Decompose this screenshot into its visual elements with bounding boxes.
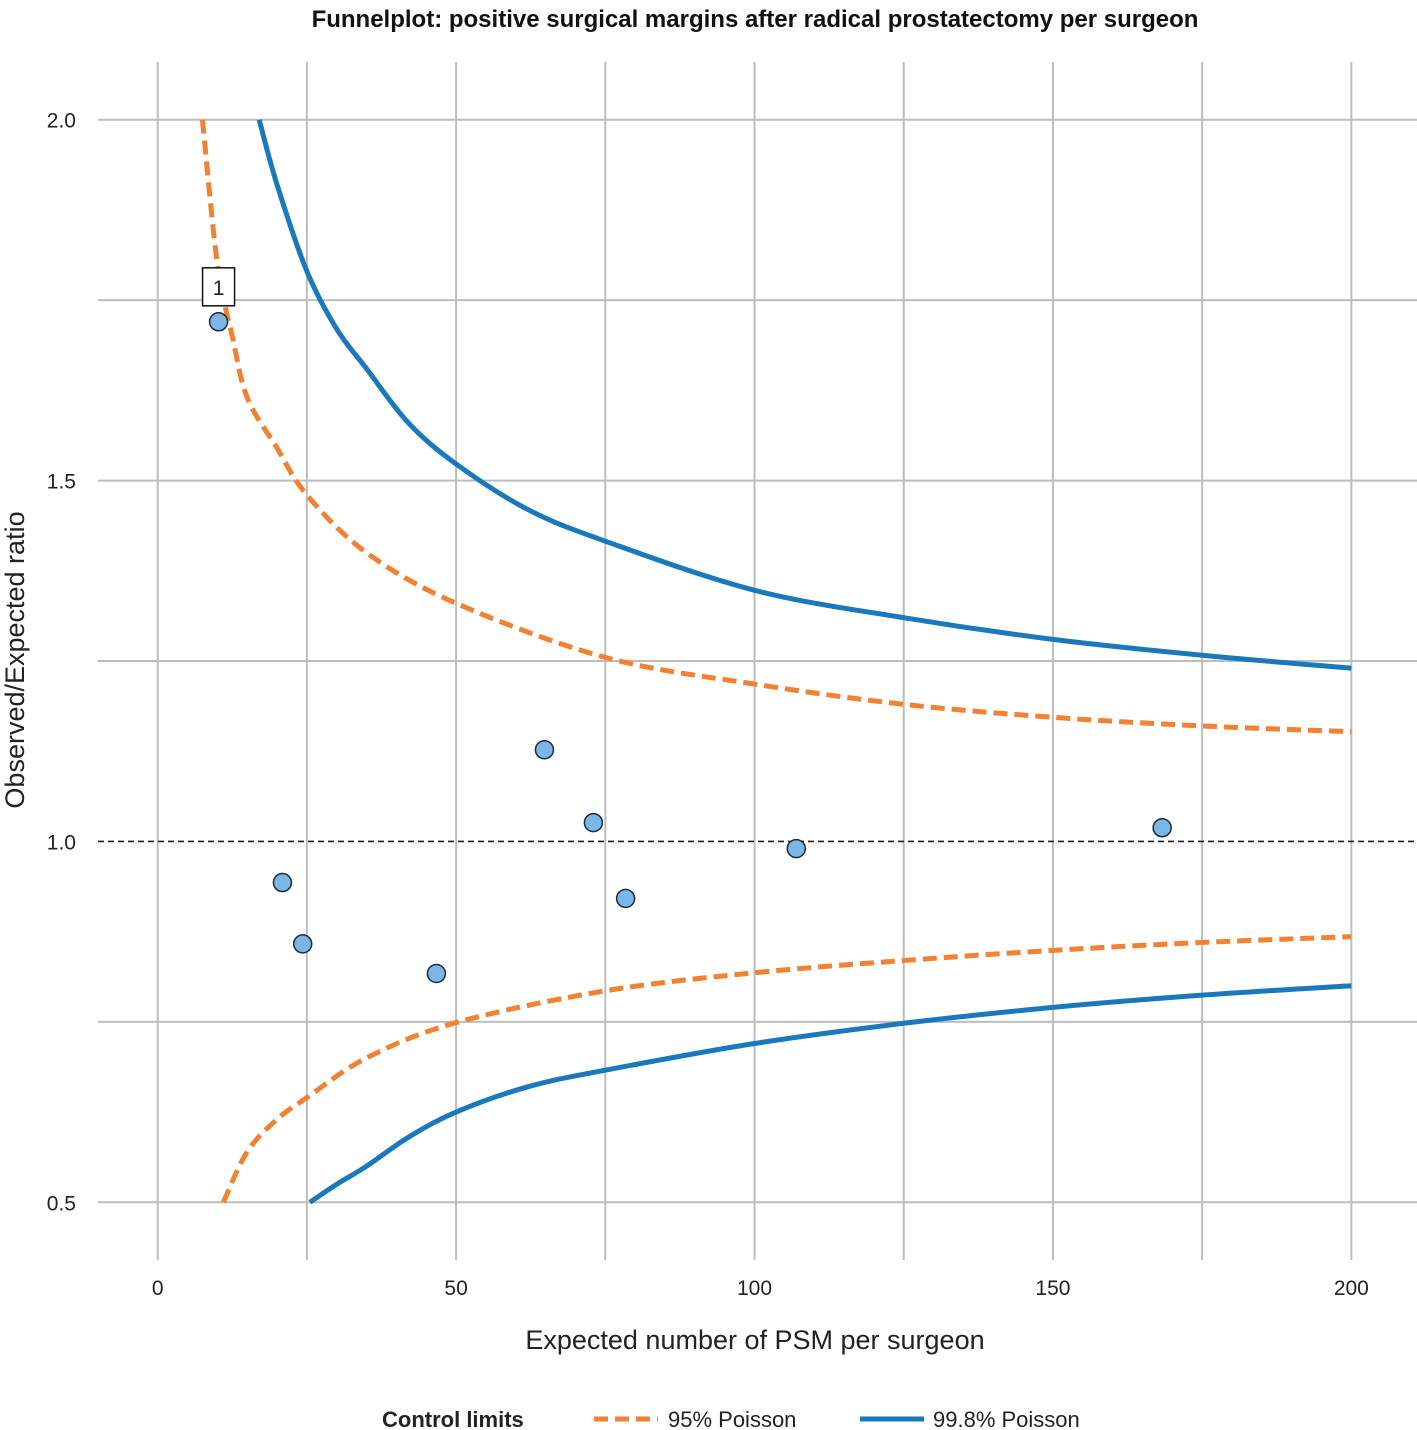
grid <box>98 62 1417 1260</box>
x-tick-label: 50 <box>444 1277 467 1300</box>
control-limit-95-lower <box>221 934 1352 1204</box>
y-tick-label: 1.5 <box>47 471 76 494</box>
legend-entry-95: 95% Poisson <box>668 1407 796 1430</box>
x-tick-label: 0 <box>152 1277 164 1300</box>
axis-ticks: 0 50 100 150 200 0.5 1.0 1.5 2.0 <box>47 110 1369 1300</box>
legend-entry-99-8: 99.8% Poisson <box>933 1407 1080 1430</box>
control-limit-99-8-upper <box>256 119 1352 671</box>
y-axis-label: Observed/Expected ratio <box>0 511 30 808</box>
data-point <box>208 312 229 332</box>
data-point <box>534 740 555 760</box>
data-point <box>292 934 313 954</box>
point-label: 1 <box>213 277 225 300</box>
data-point <box>786 838 807 859</box>
data-point <box>426 963 447 984</box>
control-limit-curves <box>199 119 1352 1205</box>
data-point <box>272 872 293 893</box>
y-tick-label: 0.5 <box>47 1192 76 1215</box>
data-point <box>583 812 604 833</box>
y-tick-label: 2.0 <box>47 110 76 133</box>
x-tick-label: 100 <box>737 1277 772 1300</box>
point-label-box <box>201 267 236 307</box>
control-limit-99-8-lower <box>308 983 1352 1205</box>
x-tick-label: 150 <box>1035 1277 1070 1300</box>
legend: Control limits 95% Poisson 99.8% Poisson <box>382 1407 1080 1430</box>
data-point <box>1152 817 1172 838</box>
x-tick-label: 200 <box>1334 1277 1369 1300</box>
control-limit-95-upper <box>199 119 1352 735</box>
y-tick-label: 1.0 <box>47 831 76 854</box>
data-point <box>615 888 636 909</box>
x-axis-label: Expected number of PSM per surgeon <box>525 1325 984 1355</box>
legend-title: Control limits <box>382 1407 524 1430</box>
chart-title: Funnelplot: positive surgical margins af… <box>312 6 1199 33</box>
data-points: 1 <box>201 267 1172 984</box>
